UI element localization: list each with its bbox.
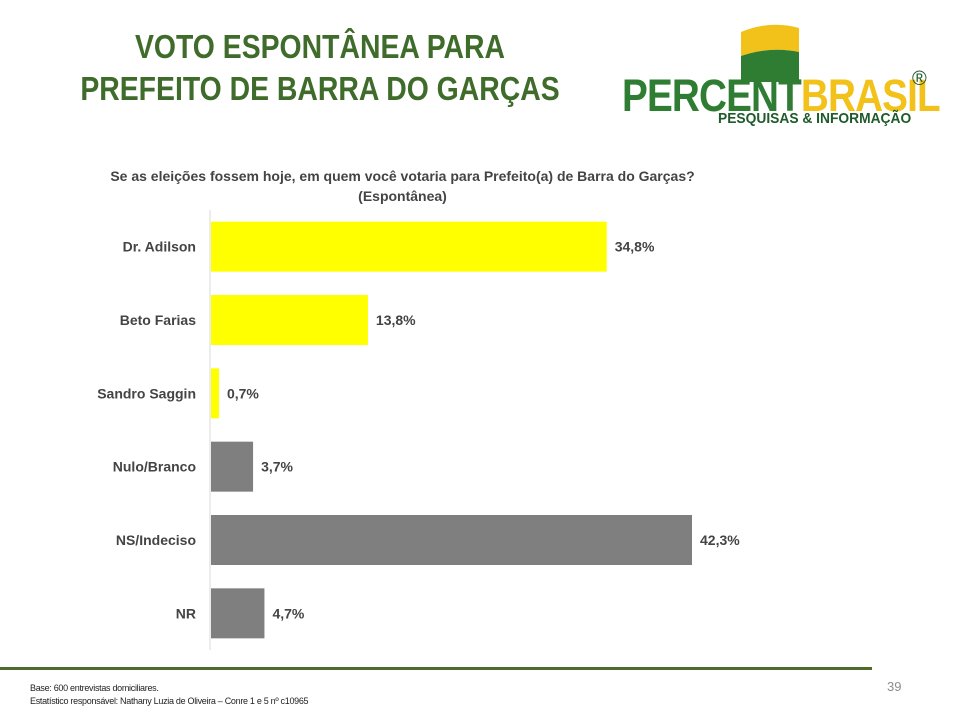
chart-title: Se as eleições fossem hoje, em quem você… [60, 166, 745, 206]
bar [211, 588, 265, 639]
category-label: Dr. Adilson [123, 239, 196, 255]
page-title: VOTO ESPONTÂNEA PARA PREFEITO DE BARRA D… [79, 26, 561, 110]
chart-question: Se as eleições fossem hoje, em quem você… [110, 168, 695, 184]
data-label: 0,7% [227, 385, 259, 401]
data-label: 3,7% [261, 459, 293, 475]
logo-wordmark: PERCENTBRASIL [622, 70, 941, 122]
logo-tagline: PESQUISAS & INFORMAÇÃO [718, 110, 912, 127]
category-label: Sandro Saggin [97, 385, 196, 401]
category-label: Nulo/Branco [113, 459, 196, 475]
bar [211, 295, 368, 345]
category-label: NS/Indeciso [116, 532, 196, 548]
flag-icon [741, 24, 799, 82]
data-label: 42,3% [700, 532, 740, 548]
data-label: 13,8% [376, 312, 416, 328]
logo-wordmark-brasil: BRASIL [800, 70, 941, 121]
logo-wordmark-percent: PERCENT [622, 70, 802, 121]
registered-mark: ® [912, 68, 927, 90]
page-title-line-1: VOTO ESPONTÂNEA PARA [134, 28, 506, 65]
bar [211, 221, 607, 272]
footnote-base: Base: 600 entrevistas domiciliares. [30, 683, 159, 693]
data-label: 4,7% [272, 605, 304, 621]
category-label: NR [176, 605, 196, 621]
percentbrasil-logo: PERCENTBRASIL ® PESQUISAS & INFORMAÇÃO [622, 22, 942, 132]
data-label: 34,8% [615, 239, 655, 255]
page-number: 39 [887, 679, 902, 694]
chart-subtitle: (Espontânea) [358, 188, 447, 204]
bar [211, 515, 692, 565]
category-label: Beto Farias [120, 312, 196, 328]
bar [211, 441, 254, 492]
footer-divider [0, 667, 872, 670]
footnote: Base: 600 entrevistas domiciliares. Esta… [30, 682, 309, 708]
footnote-responsible: Estatístico responsável: Nathany Luzia d… [30, 696, 309, 706]
bar [211, 368, 219, 419]
page-title-line-2: PREFEITO DE BARRA DO GARÇAS [80, 70, 560, 107]
